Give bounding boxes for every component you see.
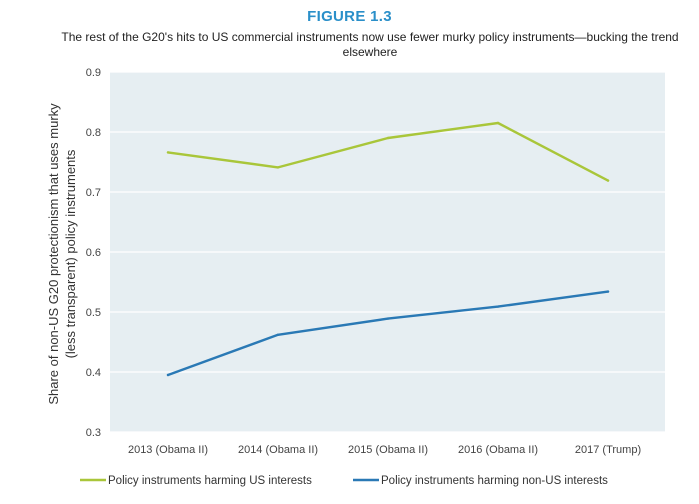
y-axis-label-line-2: (less transparent) policy instruments	[63, 149, 78, 358]
x-tick-label: 2017 (Trump)	[575, 444, 641, 456]
legend-label: Policy instruments harming non-US intere…	[381, 475, 608, 487]
x-tick-label: 2013 (Obama II)	[128, 444, 208, 456]
y-axis-ticks: 0.3 0.4 0.5 0.6 0.7 0.8 0.9	[86, 67, 101, 439]
y-tick-label: 0.6	[86, 247, 101, 259]
x-tick-label: 2016 (Obama II)	[458, 444, 538, 456]
y-tick-label: 0.4	[86, 367, 101, 379]
data-point	[166, 373, 170, 377]
data-point	[386, 317, 390, 320]
data-point	[496, 121, 500, 125]
y-tick-label: 0.7	[86, 187, 101, 199]
chart-title: The rest of the G20's hits to US commerc…	[61, 30, 679, 59]
x-tick-label: 2014 (Obama II)	[238, 444, 318, 456]
data-point	[166, 151, 170, 154]
data-point	[386, 136, 390, 140]
y-tick-label: 0.9	[86, 67, 101, 79]
data-point	[276, 333, 280, 336]
gridlines	[110, 71, 665, 433]
figure-label: FIGURE 1.3	[307, 8, 392, 25]
y-axis-label-line-1: Share of non-US G20 protectionism that u…	[46, 103, 61, 405]
data-point	[496, 305, 500, 308]
series-lines	[166, 121, 610, 377]
legend-item-1: Policy instruments harming US interests	[80, 475, 312, 487]
y-tick-label: 0.8	[86, 127, 101, 139]
y-tick-label: 0.5	[86, 307, 101, 319]
data-point	[276, 166, 280, 169]
x-tick-label: 2015 (Obama II)	[348, 444, 428, 456]
legend-label: Policy instruments harming US interests	[108, 475, 312, 487]
x-axis-ticks: 2013 (Obama II) 2014 (Obama II) 2015 (Obam…	[128, 444, 641, 456]
legend-item-2: Policy instruments harming non-US intere…	[353, 475, 608, 487]
data-point	[606, 290, 610, 293]
data-point	[606, 179, 610, 182]
legend: Policy instruments harming US interests P…	[80, 475, 608, 487]
y-tick-label: 0.3	[86, 427, 101, 439]
